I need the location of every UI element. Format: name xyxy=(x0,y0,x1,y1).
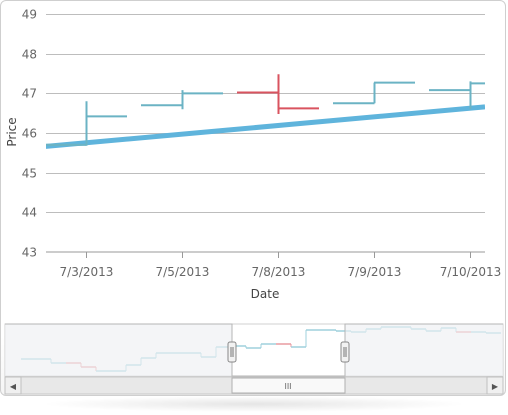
y-axis-label: Price xyxy=(5,117,19,146)
chart-frame: 43 44 45 46 47 48 49 7/3/2013 7/5/2013 7/8/2013 7… xyxy=(0,0,506,396)
ohlc-bar xyxy=(46,101,127,146)
y-tick-label: 45 xyxy=(22,167,37,181)
trendline-layer xyxy=(46,104,485,149)
x-tick-label: 7/5/2013 xyxy=(156,265,210,279)
ohlc-series xyxy=(46,74,485,146)
scroll-left-button[interactable]: ◀ xyxy=(4,376,22,395)
navigator-left-handle[interactable] xyxy=(227,341,237,363)
scroll-thumb[interactable]: III xyxy=(231,377,346,394)
ohlc-bar xyxy=(237,74,319,114)
y-tick-labels: 43 44 45 46 47 48 49 xyxy=(22,8,37,260)
grip-icon: III xyxy=(284,382,291,391)
navigator-shade-left xyxy=(5,324,232,376)
y-tick-label: 48 xyxy=(22,48,37,62)
chevron-right-icon: ▶ xyxy=(492,382,499,391)
x-axis-label: Date xyxy=(251,287,280,301)
trendline xyxy=(46,104,485,149)
ohlc-bar xyxy=(333,81,415,105)
grid-lines xyxy=(46,14,485,213)
scrollbar[interactable]: ◀ III ▶ xyxy=(4,376,504,395)
ohlc-bar xyxy=(429,81,485,110)
y-tick-label: 49 xyxy=(22,8,37,22)
y-tick-label: 46 xyxy=(22,127,37,141)
x-tick-label: 7/10/2013 xyxy=(440,265,502,279)
ohlc-bar xyxy=(141,90,223,110)
y-tick-label: 43 xyxy=(22,246,37,260)
navigator xyxy=(4,323,504,377)
x-tick-labels: 7/3/2013 7/5/2013 7/8/2013 7/9/2013 7/10/201… xyxy=(60,252,502,279)
chevron-left-icon: ◀ xyxy=(10,382,17,391)
x-tick-label: 7/3/2013 xyxy=(60,265,114,279)
navigator-selection-outline xyxy=(5,323,503,377)
y-tick-label: 47 xyxy=(22,87,37,101)
navigator-right-handle[interactable] xyxy=(340,341,350,363)
scroll-right-button[interactable]: ▶ xyxy=(486,376,504,395)
y-tick-label: 44 xyxy=(22,206,37,220)
navigator-shade-right xyxy=(345,324,503,376)
frame-shadow xyxy=(40,396,468,412)
x-tick-label: 7/9/2013 xyxy=(348,265,402,279)
x-tick-label: 7/8/2013 xyxy=(252,265,306,279)
